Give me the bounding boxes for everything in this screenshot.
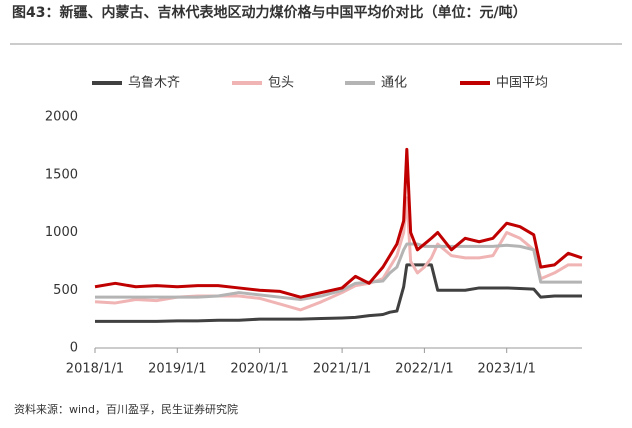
x-tick-label: 2021/1/1: [313, 362, 371, 377]
series-line: [94, 196, 582, 312]
legend-label: 包头: [268, 76, 294, 91]
x-tick-label: 2019/1/1: [148, 362, 206, 377]
x-tick-label: 2023/1/1: [478, 362, 536, 377]
series-line: [95, 242, 582, 301]
x-tick-label: 2022/1/1: [395, 362, 453, 377]
y-tick-label: 1500: [45, 167, 78, 182]
series-line: [95, 263, 582, 323]
y-tick-label: 500: [53, 283, 78, 298]
x-tick-label: 2018/1/1: [66, 362, 124, 377]
y-tick-label: 1000: [45, 225, 78, 240]
legend-label: 通化: [381, 76, 407, 91]
y-tick-label: 2000: [45, 110, 78, 125]
y-tick-label: 0: [70, 341, 78, 356]
legend-label: 乌鲁木齐: [128, 75, 180, 91]
x-tick-label: 2020/1/1: [230, 362, 288, 377]
source-note: 资料来源：wind，百川盈孚，民生证券研究院: [14, 402, 238, 416]
legend-label: 中国平均: [496, 76, 548, 91]
chart-title: 图43：新疆、内蒙古、吉林代表地区动力煤价格与中国平均价对比（单位：元/吨）: [12, 5, 527, 21]
series-line: [94, 147, 583, 299]
